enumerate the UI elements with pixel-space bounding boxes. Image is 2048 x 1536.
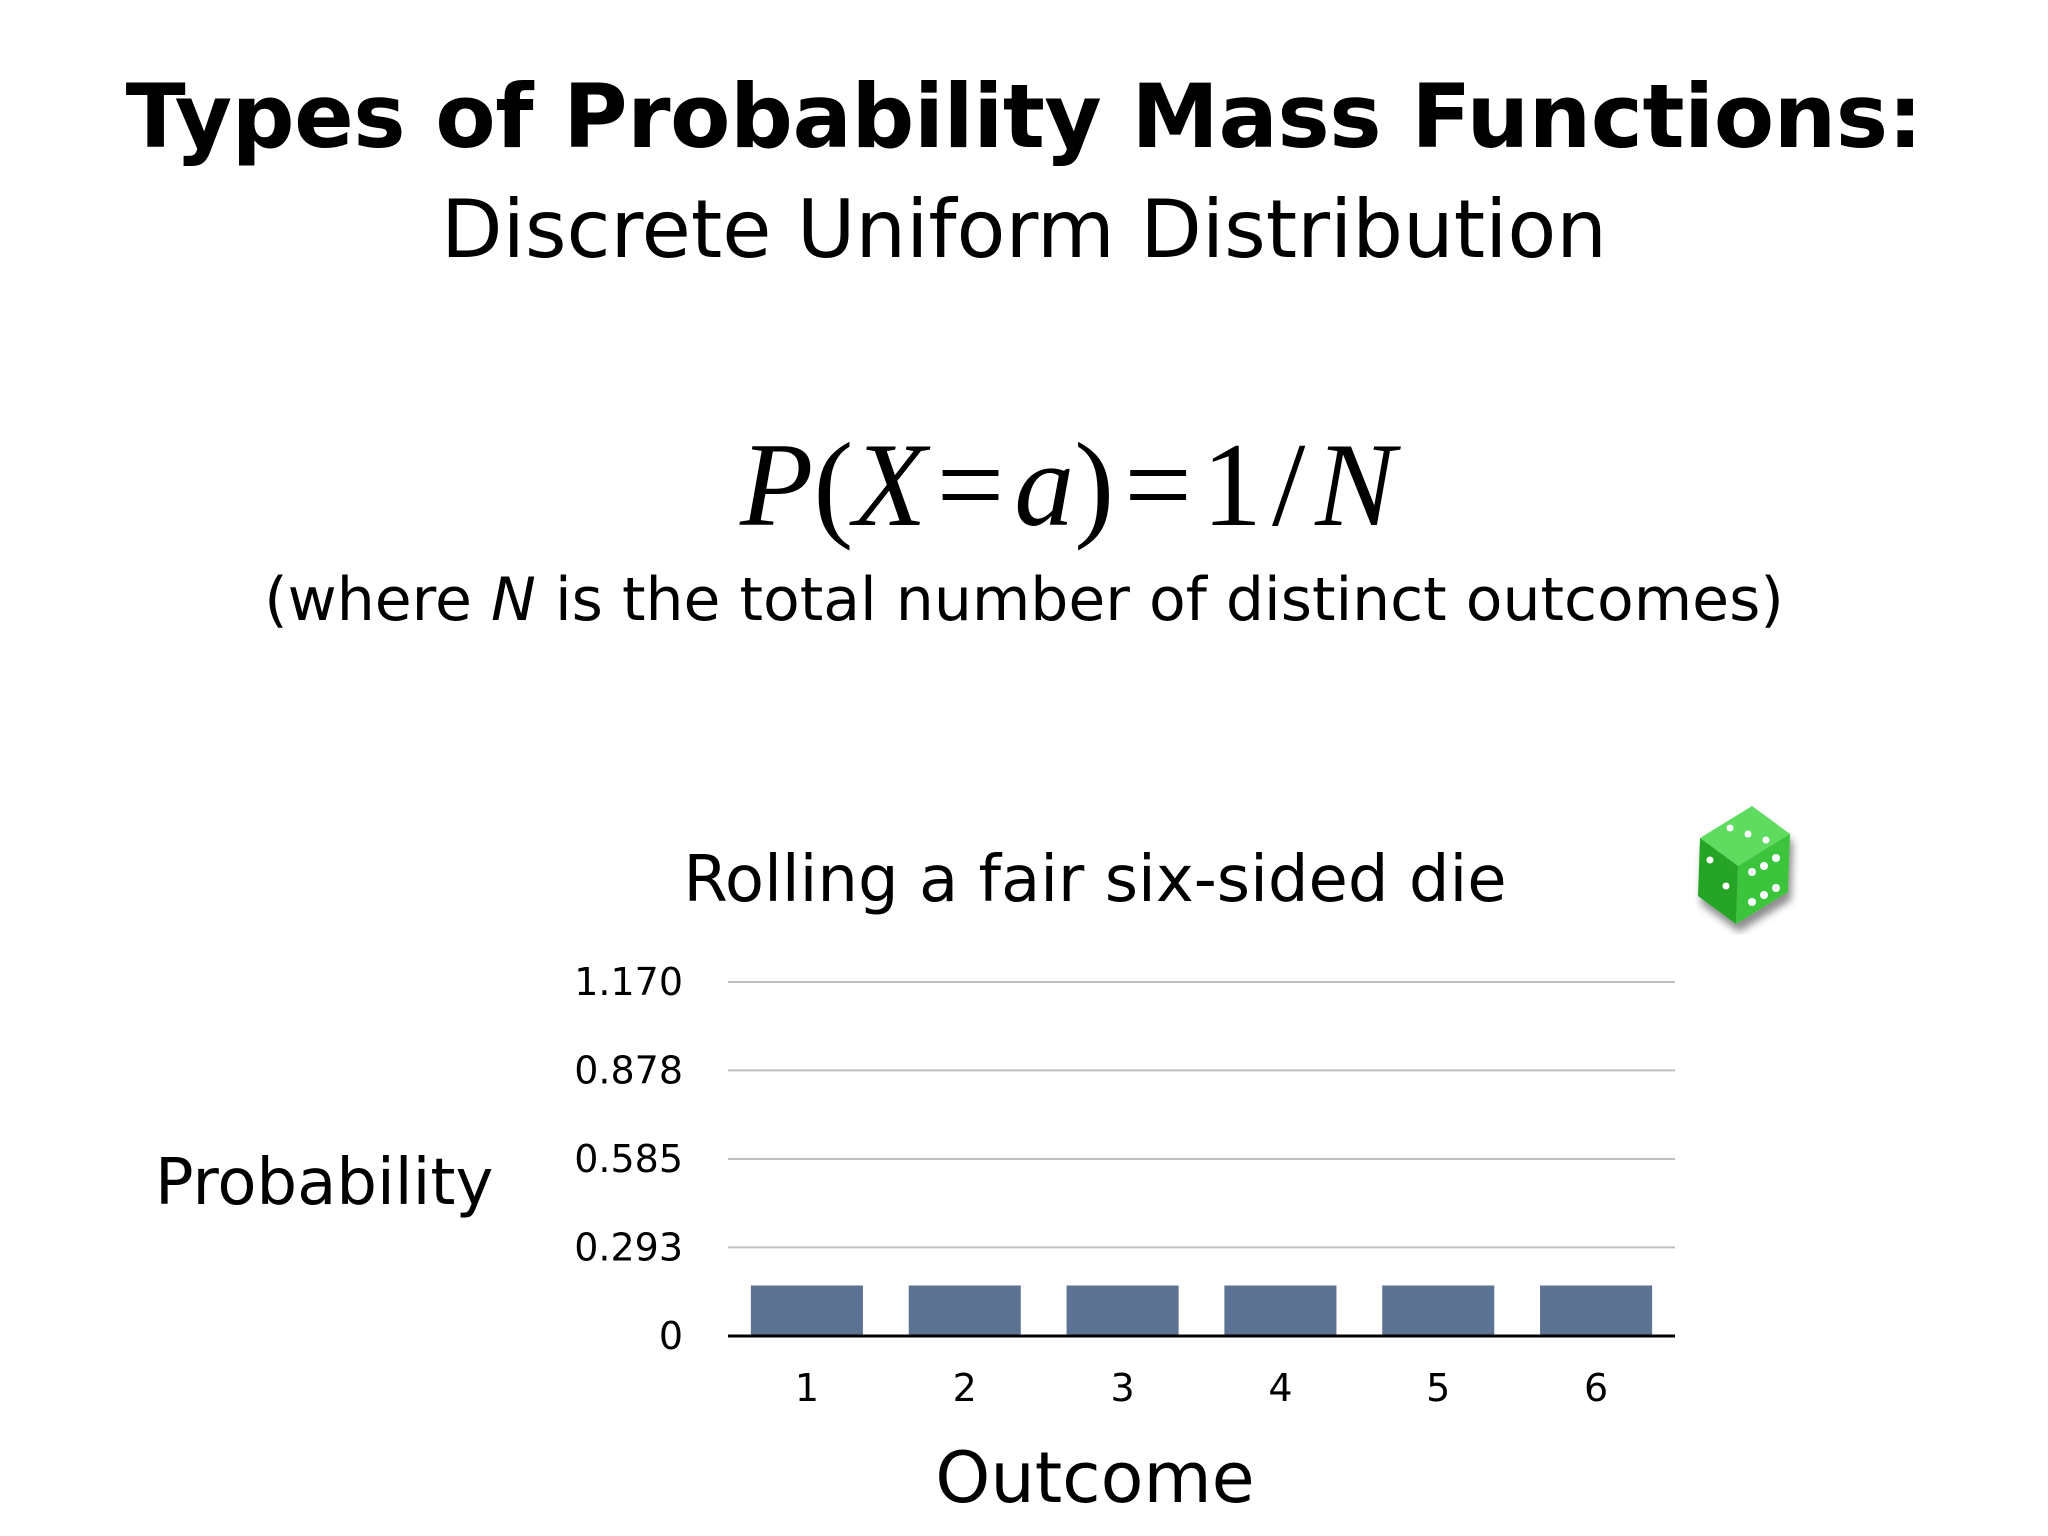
formula-slash: /: [1271, 418, 1306, 551]
x-tick-label: 4: [1268, 1366, 1292, 1410]
y-tick-label: 0.293: [574, 1225, 683, 1269]
bar: [1224, 1285, 1337, 1336]
x-tick-label: 3: [1110, 1366, 1134, 1410]
formula-note-var: N: [491, 565, 536, 635]
formula-open-paren: (: [813, 418, 854, 551]
x-tick-label: 2: [953, 1366, 977, 1410]
green-die-icon: [1698, 806, 1790, 924]
formula-equals-1: =: [936, 418, 1005, 551]
x-tick-label: 6: [1584, 1366, 1608, 1410]
y-tick-label: 1.170: [574, 960, 683, 1004]
bar: [1540, 1285, 1653, 1336]
slide-title: Types of Probability Mass Functions:: [125, 65, 1923, 168]
formula-a: a: [1014, 418, 1075, 551]
formula-p: P: [740, 418, 814, 551]
bar: [1066, 1285, 1179, 1336]
y-tick-label: 0.585: [574, 1137, 683, 1181]
y-axis-label: Probability: [155, 1146, 494, 1220]
bar: [750, 1285, 863, 1336]
chart-title: Rolling a fair six-sided die: [683, 843, 1507, 917]
formula-note-before: (where: [264, 565, 492, 635]
x-tick-label: 5: [1426, 1366, 1450, 1410]
x-axis-label: Outcome: [935, 1437, 1255, 1519]
formula-note: (where N is the total number of distinct…: [0, 560, 2048, 640]
slide-subtitle: Discrete Uniform Distribution: [440, 183, 1607, 276]
formula-close-paren: ): [1074, 418, 1115, 551]
y-tick-label: 0.878: [574, 1048, 683, 1092]
pmf-formula: P(X=a)=1/N: [740, 415, 1395, 555]
formula-n: N: [1315, 418, 1396, 551]
y-tick-label: 0: [659, 1314, 683, 1358]
formula-one: 1: [1201, 418, 1262, 551]
formula-note-after: is the total number of distinct outcomes…: [535, 565, 1784, 635]
formula-equals-2: =: [1124, 418, 1192, 551]
x-tick-label: 1: [795, 1366, 819, 1410]
bar: [1382, 1285, 1495, 1336]
formula-x: X: [853, 418, 927, 551]
bar: [908, 1285, 1021, 1336]
